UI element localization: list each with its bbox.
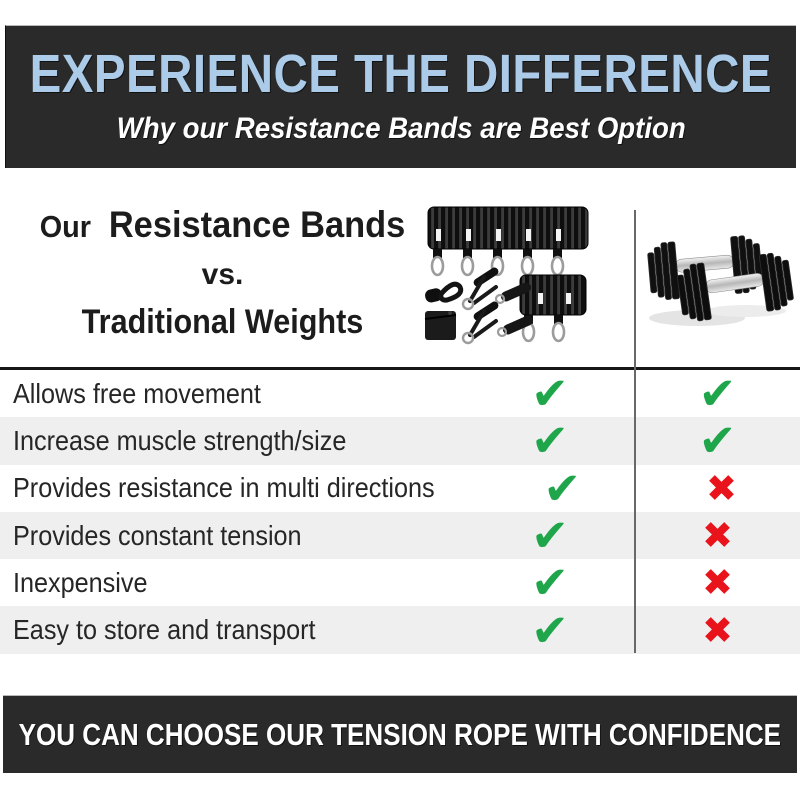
banner-title: EXPERIENCE THE DIFFERENCE [29,44,773,104]
check-icon: ✔ [531,367,569,421]
weights-cell: ✔ [635,371,800,416]
table-row: Provides constant tension ✔ ✖ [0,511,800,560]
check-icon: ✔ [531,414,569,468]
check-icon: ✔ [698,367,737,421]
ankle-strap [496,315,534,338]
bands-cell: ✔ [481,466,643,511]
cross-icon: ✖ [701,561,733,605]
feature-label: Easy to store and transport [13,614,316,646]
check-icon: ✔ [531,509,569,563]
top-banner: EXPERIENCE THE DIFFERENCE Why our Resist… [5,25,796,168]
handle [461,267,499,311]
versus-line1-prefix: Our [39,209,91,244]
bands-cell: ✔ [465,371,635,416]
cross-icon: ✖ [701,608,733,652]
weights-cell: ✖ [635,517,800,554]
bottom-banner-text: YOU CAN CHOOSE OUR TENSION ROPE WITH CON… [18,716,782,752]
check-icon: ✔ [531,603,569,657]
feature-label: Provides resistance in multi directions [13,472,435,504]
weights-cell: ✖ [635,564,800,601]
weights-cell: ✖ [643,470,800,507]
weights-cell: ✔ [635,418,800,463]
ankle-strap [494,282,532,305]
table-row: Easy to store and transport ✔ ✖ [0,606,800,654]
adjustable-dumbbells-photo [647,235,794,326]
cross-icon: ✖ [706,466,738,510]
bottom-banner: YOU CAN CHOOSE OUR TENSION ROPE WITH CON… [3,695,797,773]
versus-line1-main: Resistance Bands [108,204,406,245]
cross-icon: ✖ [701,514,733,558]
column-divider [634,210,636,653]
table-row: Allows free movement ✔ ✔ [0,370,800,417]
check-icon: ✔ [531,556,569,610]
check-icon: ✔ [543,461,582,515]
bands-cell: ✔ [465,513,635,558]
handle [461,301,499,345]
versus-vs-label: vs. [201,258,244,291]
table-row: Inexpensive ✔ ✖ [0,559,800,606]
table-top-border [0,367,800,370]
table-row: Provides resistance in multi directions … [0,465,800,512]
weights-cell: ✖ [635,612,800,649]
feature-label: Provides constant tension [13,519,302,551]
bands-cell: ✔ [465,418,635,463]
feature-label: Allows free movement [13,377,261,409]
versus-line3: Traditional Weights [81,303,364,341]
feature-label: Inexpensive [13,566,148,598]
banner-subtitle: Why our Resistance Bands are Best Option [116,112,686,145]
versus-line1: Our Resistance Bands [39,204,406,246]
carry-bag [424,311,457,340]
table-row: Increase muscle strength/size ✔ ✔ [0,417,800,465]
comparison-table: Allows free movement ✔ ✔ Increase muscle… [0,367,800,654]
bands-cell: ✔ [465,608,635,653]
check-icon: ✔ [698,414,737,468]
door-anchor [425,281,464,303]
feature-label: Increase muscle strength/size [13,424,347,456]
resistance-bands-kit-photo [424,206,589,345]
bands-cell: ✔ [465,560,635,605]
